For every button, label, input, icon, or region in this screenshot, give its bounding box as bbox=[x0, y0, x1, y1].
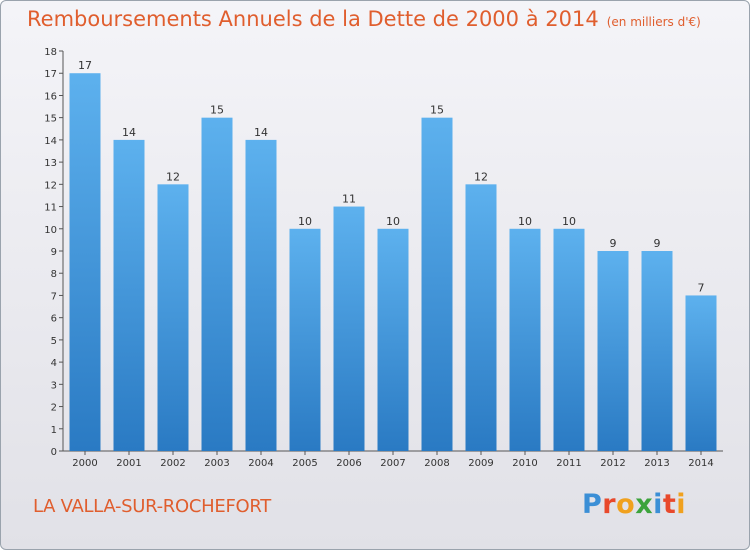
data-label: 10 bbox=[298, 215, 312, 228]
x-tick-label: 2008 bbox=[424, 458, 449, 469]
y-tick-label: 10 bbox=[44, 225, 57, 236]
logo-letter: o bbox=[616, 489, 636, 520]
y-tick-label: 0 bbox=[51, 447, 57, 458]
bar bbox=[377, 228, 409, 451]
y-tick-label: 12 bbox=[44, 180, 57, 191]
data-label: 9 bbox=[610, 237, 617, 250]
proxiti-logo[interactable]: Proxiti bbox=[582, 489, 686, 520]
y-tick-label: 2 bbox=[51, 403, 57, 414]
x-tick-label: 2005 bbox=[292, 458, 317, 469]
y-tick-label: 13 bbox=[44, 158, 57, 169]
data-label: 7 bbox=[698, 281, 705, 294]
x-tick-label: 2012 bbox=[600, 458, 625, 469]
chart-title-text: Remboursements Annuels de la Dette de 20… bbox=[27, 7, 599, 31]
x-tick-label: 2011 bbox=[556, 458, 581, 469]
data-label: 17 bbox=[78, 59, 92, 72]
y-tick-label: 9 bbox=[51, 247, 57, 258]
y-tick-label: 7 bbox=[51, 291, 57, 302]
data-label: 12 bbox=[474, 170, 488, 183]
logo-letter: t bbox=[662, 489, 677, 520]
x-tick-label: 2001 bbox=[116, 458, 141, 469]
data-label: 15 bbox=[430, 104, 444, 117]
y-tick-label: 6 bbox=[51, 314, 57, 325]
data-label: 10 bbox=[386, 215, 400, 228]
bar bbox=[641, 251, 673, 451]
y-tick-label: 16 bbox=[44, 91, 57, 102]
bar bbox=[553, 228, 585, 451]
y-tick-label: 14 bbox=[44, 136, 57, 147]
x-tick-label: 2009 bbox=[468, 458, 493, 469]
x-tick-label: 2004 bbox=[248, 458, 273, 469]
bar bbox=[289, 228, 321, 451]
data-label: 9 bbox=[654, 237, 661, 250]
chart-title: Remboursements Annuels de la Dette de 20… bbox=[27, 7, 701, 31]
y-tick-label: 17 bbox=[44, 69, 57, 80]
data-labels: 17 14 12 15 14 10 11 10 15 12 10 10 9 9 7 bbox=[78, 59, 705, 294]
logo-letter: x bbox=[635, 489, 654, 520]
x-tick-label: 2010 bbox=[512, 458, 537, 469]
commune-name: LA VALLA-SUR-ROCHEFORT bbox=[33, 496, 271, 517]
data-label: 10 bbox=[562, 215, 576, 228]
logo-letter: r bbox=[602, 489, 617, 520]
data-label: 15 bbox=[210, 104, 224, 117]
data-label: 14 bbox=[122, 126, 136, 139]
y-tick-label: 18 bbox=[44, 47, 57, 58]
bar bbox=[201, 117, 233, 452]
logo-letter: P bbox=[582, 489, 603, 520]
bar bbox=[597, 251, 629, 451]
y-tick-label: 3 bbox=[51, 380, 57, 391]
x-tick-label: 2014 bbox=[688, 458, 713, 469]
y-tick-label: 4 bbox=[51, 358, 57, 369]
bar bbox=[685, 295, 717, 451]
x-tick-label: 2007 bbox=[380, 458, 405, 469]
y-tick-label: 11 bbox=[44, 203, 57, 214]
x-tick-label: 2000 bbox=[72, 458, 97, 469]
bar bbox=[245, 139, 277, 451]
x-tick-label: 2006 bbox=[336, 458, 361, 469]
chart-unit-note: (en milliers d'€) bbox=[606, 15, 701, 29]
x-tick-label: 2002 bbox=[160, 458, 185, 469]
y-tick-label: 8 bbox=[51, 269, 57, 280]
data-label: 12 bbox=[166, 170, 180, 183]
x-tick-label: 2013 bbox=[644, 458, 669, 469]
data-label: 11 bbox=[342, 193, 356, 206]
bars bbox=[69, 73, 717, 452]
bar bbox=[465, 184, 497, 452]
y-tick-label: 5 bbox=[51, 336, 57, 347]
logo-letter: i bbox=[653, 489, 663, 520]
bar bbox=[157, 184, 189, 452]
x-tick-label: 2003 bbox=[204, 458, 229, 469]
data-label: 14 bbox=[254, 126, 268, 139]
logo-letter: i bbox=[676, 489, 687, 520]
bar bbox=[333, 206, 365, 451]
bar bbox=[421, 117, 453, 452]
bar bbox=[509, 228, 541, 451]
bar bbox=[113, 139, 145, 451]
y-tick-label: 15 bbox=[44, 114, 57, 125]
data-label: 10 bbox=[518, 215, 532, 228]
bar bbox=[69, 73, 101, 451]
y-tick-label: 1 bbox=[51, 425, 57, 436]
